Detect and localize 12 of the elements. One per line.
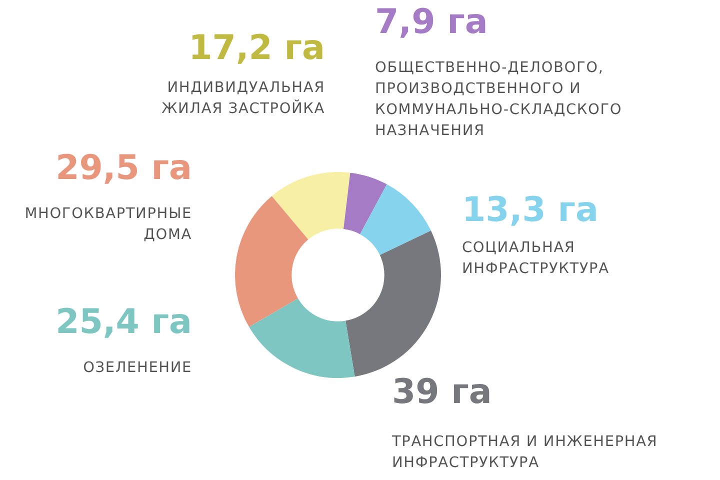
slice-label: ОЗЕЛЕНЕНИЕ [82, 359, 192, 378]
slice-label: СОЦИАЛЬНАЯ ИНФРАСТРУКТУРА [462, 239, 610, 279]
data-label: 29,5 га [54, 148, 192, 188]
data-label: 25,4 га [54, 302, 192, 342]
data-label: 39 га [392, 372, 493, 412]
data-label: 13,3 га [462, 190, 600, 230]
slice-label: ОБЩЕСТВЕННО-ДЕЛОВОГО, ПРОИЗВОДСТВЕННОГО И КОММУНАЛЬНО-СКЛАДСКОГО НАЗНАЧЕНИЯ [375, 59, 624, 141]
data-label: 7,9 га [375, 2, 489, 42]
slice-label: ТРАНСПОРТНАЯ И ИНЖЕНЕРНАЯ ИНФРАСТРУКТУРА [392, 433, 659, 473]
slice-label: ИНДИВИДУАЛЬНАЯ ЖИЛАЯ ЗАСТРОЙКА [160, 79, 325, 119]
slice-label: МНОГОКВАРТИРНЫЕ ДОМА [24, 205, 192, 245]
data-label: 17,2 га [188, 28, 325, 68]
